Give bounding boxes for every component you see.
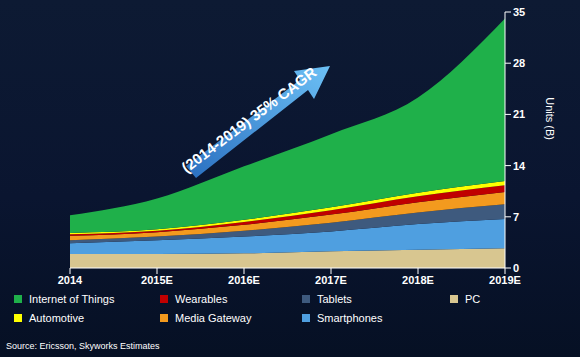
html-text:Automotive: Automotive bbox=[29, 312, 84, 324]
svg-text:(2014-2019) 35% CAGR: (2014-2019) 35% CAGR bbox=[178, 63, 320, 176]
svg-text:2016E: 2016E bbox=[228, 274, 260, 286]
html-text:Wearables: Wearables bbox=[175, 293, 228, 305]
svg-text:2017E: 2017E bbox=[315, 274, 347, 286]
html-text:Smartphones: Smartphones bbox=[317, 312, 383, 324]
svg-text:2015E: 2015E bbox=[141, 274, 173, 286]
svg-text:0: 0 bbox=[513, 262, 519, 274]
svg-text:2019E: 2019E bbox=[489, 274, 521, 286]
svg-text:21: 21 bbox=[513, 108, 525, 120]
html-text:Internet of Things: Internet of Things bbox=[29, 293, 115, 305]
html-text:Source: Ericsson, Skyworks Est: Source: Ericsson, Skyworks Estimates bbox=[6, 341, 160, 351]
svg-text:14: 14 bbox=[513, 160, 526, 172]
svg-text:7: 7 bbox=[513, 211, 519, 223]
svg-text:Units (B): Units (B) bbox=[544, 97, 556, 140]
svg-text:2014: 2014 bbox=[58, 274, 83, 286]
html-text:PC: PC bbox=[465, 293, 481, 305]
html-text:Media Gateway: Media Gateway bbox=[175, 312, 252, 324]
svg-text:28: 28 bbox=[513, 57, 525, 69]
svg-text:2018E: 2018E bbox=[402, 274, 434, 286]
html-text:Tablets: Tablets bbox=[317, 293, 352, 305]
svg-text:35: 35 bbox=[513, 6, 525, 18]
